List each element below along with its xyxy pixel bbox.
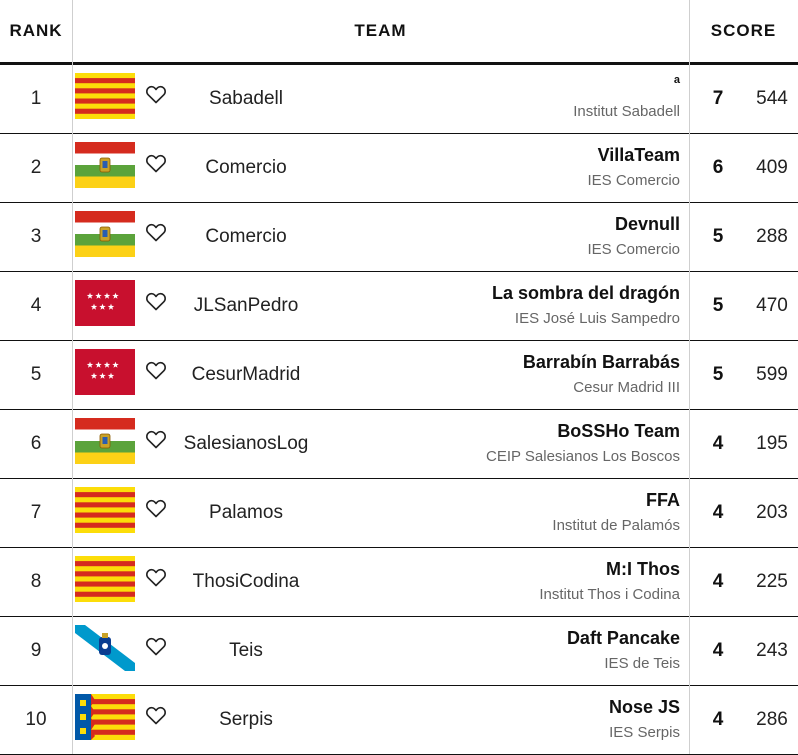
- score-column-header: SCORE: [710, 21, 777, 40]
- heart-icon[interactable]: [145, 152, 167, 174]
- table-row: 9 Teis Daft Pancake IES de Teis 4 243: [0, 617, 798, 686]
- score-points: 243: [756, 640, 788, 661]
- rank-value: 2: [30, 157, 42, 178]
- galicia-flag-icon: [75, 625, 135, 671]
- team-institution: IES de Teis: [604, 655, 680, 672]
- team-name: Barrabín Barrabás: [522, 352, 680, 372]
- madrid-flag-icon: [75, 349, 135, 395]
- score-points: 599: [756, 364, 788, 385]
- school-name: Teis: [229, 640, 263, 661]
- column-divider: [689, 0, 690, 754]
- score-points: 286: [756, 709, 788, 730]
- heart-icon[interactable]: [145, 704, 167, 726]
- team-name: La sombra del dragón: [491, 283, 680, 303]
- team-name: BoSSHo Team: [557, 421, 680, 441]
- problems-solved: 5: [712, 295, 724, 316]
- rank-value: 6: [30, 433, 42, 454]
- problems-solved: 5: [712, 226, 724, 247]
- team-name: M:I Thos: [606, 559, 680, 579]
- madrid-flag-icon: [75, 280, 135, 326]
- column-divider: [72, 0, 73, 754]
- rank-value: 7: [30, 502, 42, 523]
- heart-icon[interactable]: [145, 221, 167, 243]
- table-row: 2 Comercio VillaTeam IES Comercio 6 409: [0, 134, 798, 203]
- team-institution: IES Serpis: [609, 724, 680, 741]
- team-institution: Institut Sabadell: [573, 103, 680, 120]
- valencia-flag-icon: [75, 694, 135, 740]
- rank-value: 9: [30, 640, 42, 661]
- heart-icon[interactable]: [145, 428, 167, 450]
- school-name: Palamos: [209, 502, 283, 523]
- team-institution: Institut de Palamós: [552, 517, 680, 534]
- rank-value: 10: [25, 709, 47, 730]
- table-row: 5 CesurMadrid Barrabín Barrabás Cesur Madri…: [0, 341, 798, 410]
- problems-solved: 4: [712, 502, 724, 523]
- scoreboard-header: RANK TEAM SCORE: [0, 0, 798, 65]
- problems-solved: 4: [712, 709, 724, 730]
- team-name: Devnull: [614, 214, 680, 234]
- problems-solved: 4: [712, 571, 724, 592]
- rank-value: 8: [30, 571, 42, 592]
- table-row: 4 JLSanPedro La sombra del dragón IES José …: [0, 272, 798, 341]
- team-name: Nose JS: [608, 697, 680, 717]
- problems-solved: 4: [712, 433, 724, 454]
- score-points: 288: [756, 226, 788, 247]
- table-row: 1 Sabadell a Institut Sabadell 7 544: [0, 65, 798, 134]
- team-name: a: [673, 74, 680, 86]
- team-institution: CEIP Salesianos Los Boscos: [486, 448, 680, 465]
- score-points: 409: [756, 157, 788, 178]
- heart-icon[interactable]: [145, 83, 167, 105]
- team-institution: IES Comercio: [587, 172, 680, 189]
- table-row: 7 Palamos FFA Institut de Palamós 4 203: [0, 479, 798, 548]
- rank-value: 3: [30, 226, 42, 247]
- score-points: 225: [756, 571, 788, 592]
- heart-icon[interactable]: [145, 566, 167, 588]
- rank-value: 1: [30, 88, 42, 109]
- team-institution: Institut Thos i Codina: [539, 586, 680, 603]
- team-name: VillaTeam: [597, 145, 680, 165]
- score-points: 203: [756, 502, 788, 523]
- school-name: SalesianosLog: [183, 433, 309, 454]
- team-name: Daft Pancake: [566, 628, 680, 648]
- catalonia-flag-icon: [75, 487, 135, 533]
- heart-icon[interactable]: [145, 497, 167, 519]
- heart-icon[interactable]: [145, 635, 167, 657]
- score-points: 544: [756, 88, 788, 109]
- heart-icon[interactable]: [145, 290, 167, 312]
- catalonia-flag-icon: [75, 556, 135, 602]
- problems-solved: 6: [712, 157, 724, 178]
- heart-icon[interactable]: [145, 359, 167, 381]
- table-row: 10 Serpis Nose JS IES Serpis 4 286: [0, 686, 798, 755]
- table-row: 6 SalesianosLog BoSSHo Team CEIP Salesianos…: [0, 410, 798, 479]
- team-institution: IES Comercio: [587, 241, 680, 258]
- rank-column-header: RANK: [9, 21, 63, 40]
- problems-solved: 4: [712, 640, 724, 661]
- la-rioja-flag-icon: [75, 418, 135, 464]
- problems-solved: 7: [712, 88, 724, 109]
- table-row: 3 Comercio Devnull IES Comercio 5 288: [0, 203, 798, 272]
- team-name: FFA: [646, 490, 680, 510]
- school-name: Sabadell: [209, 88, 283, 109]
- school-name: JLSanPedro: [193, 295, 299, 316]
- school-name: Comercio: [205, 157, 287, 178]
- school-name: CesurMadrid: [191, 364, 301, 385]
- school-name: ThosiCodina: [192, 571, 300, 592]
- table-row: 8 ThosiCodina M:I Thos Institut Thos i Codi…: [0, 548, 798, 617]
- la-rioja-flag-icon: [75, 211, 135, 257]
- team-institution: IES José Luis Sampedro: [514, 310, 680, 327]
- school-name: Comercio: [205, 226, 287, 247]
- score-points: 195: [756, 433, 788, 454]
- team-column-header: TEAM: [354, 21, 407, 40]
- score-points: 470: [756, 295, 788, 316]
- school-name: Serpis: [219, 709, 273, 730]
- catalonia-flag-icon: [75, 73, 135, 119]
- problems-solved: 5: [712, 364, 724, 385]
- team-institution: Cesur Madrid III: [573, 379, 680, 396]
- rank-value: 4: [30, 295, 42, 316]
- la-rioja-flag-icon: [75, 142, 135, 188]
- rank-value: 5: [30, 364, 42, 385]
